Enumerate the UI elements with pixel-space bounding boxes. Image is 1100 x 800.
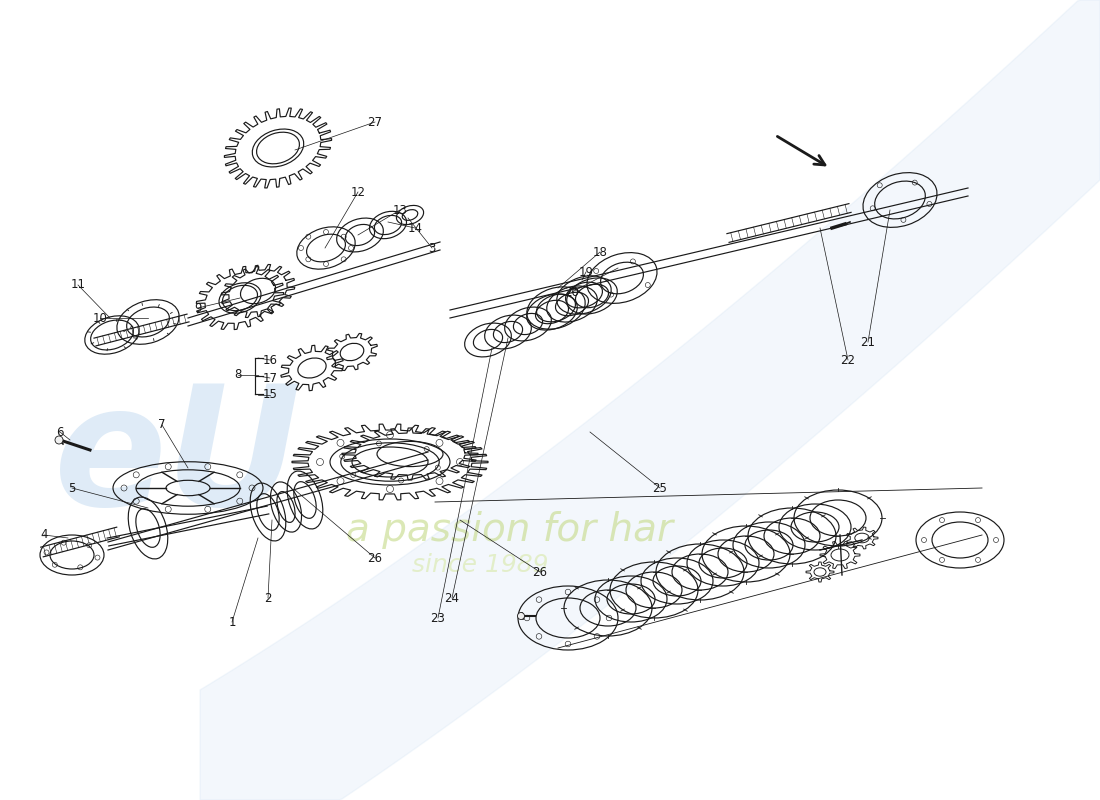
Text: 20: 20 (564, 286, 580, 298)
Text: 27: 27 (367, 115, 383, 129)
Text: 14: 14 (407, 222, 422, 234)
Text: 4: 4 (41, 529, 47, 542)
Text: 26: 26 (532, 566, 548, 578)
Text: 22: 22 (840, 354, 856, 366)
Text: 10: 10 (92, 311, 108, 325)
Circle shape (55, 436, 63, 444)
Text: 26: 26 (367, 551, 383, 565)
Text: 24: 24 (444, 591, 460, 605)
Text: 12: 12 (351, 186, 365, 198)
Circle shape (517, 613, 525, 619)
Text: 13: 13 (393, 203, 407, 217)
Text: 16: 16 (263, 354, 277, 366)
Text: 18: 18 (593, 246, 607, 258)
Text: 3: 3 (428, 242, 436, 254)
Text: 7: 7 (158, 418, 166, 431)
Text: since 1989: since 1989 (411, 553, 548, 577)
Text: 11: 11 (70, 278, 86, 291)
Text: 1: 1 (229, 615, 235, 629)
Text: a passion for har: a passion for har (346, 511, 673, 549)
Text: 15: 15 (263, 389, 277, 402)
Text: 8: 8 (234, 369, 242, 382)
Text: 6: 6 (56, 426, 64, 438)
Text: 25: 25 (652, 482, 668, 494)
Text: 23: 23 (430, 611, 446, 625)
Text: 2: 2 (264, 591, 272, 605)
Text: 17: 17 (263, 371, 277, 385)
Text: 19: 19 (579, 266, 594, 278)
Text: eU: eU (54, 378, 303, 542)
Text: 5: 5 (68, 482, 76, 494)
Text: 9: 9 (195, 302, 201, 314)
Text: 21: 21 (860, 335, 876, 349)
